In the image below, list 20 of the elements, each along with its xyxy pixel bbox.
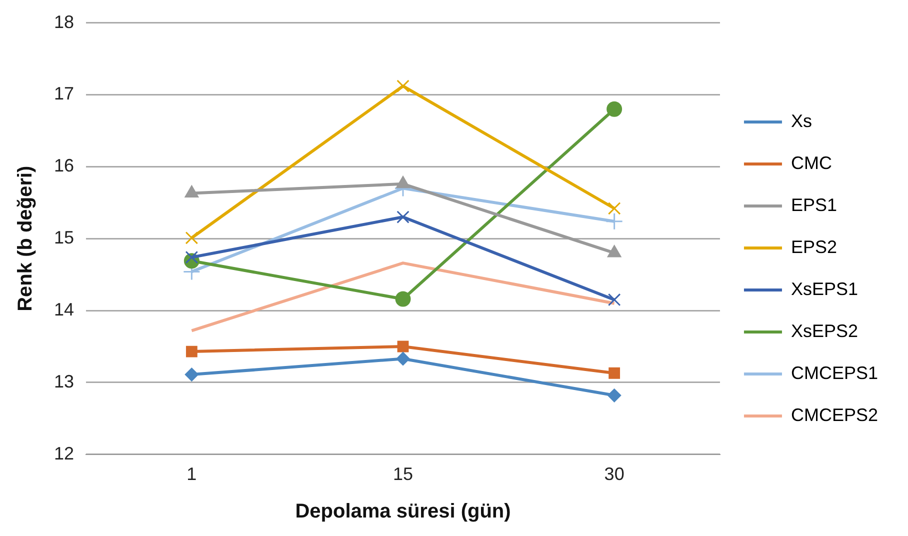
x-tick-label: 1 — [186, 464, 197, 484]
legend-label: EPS2 — [790, 236, 838, 257]
y-tick-label: 12 — [54, 443, 74, 464]
y-tick-label: 14 — [54, 300, 74, 320]
legend-label: CMCEPS1 — [790, 362, 878, 383]
y-tick-label: 13 — [54, 371, 74, 392]
x-tick-label: 30 — [604, 464, 624, 484]
y-tick-label: 15 — [54, 228, 74, 248]
legend-label: XsEPS2 — [790, 320, 858, 341]
legend-label: CMCEPS2 — [790, 404, 878, 425]
legend-label: CMC — [790, 152, 832, 173]
legend-label: EPS1 — [790, 194, 838, 215]
y-tick-label: 17 — [54, 84, 74, 104]
x-tick-label: 15 — [392, 464, 414, 484]
y-tick-label: 18 — [54, 12, 74, 32]
y-axis-title: Renk (b değeri) — [14, 166, 37, 312]
legend-label: XsEPS1 — [790, 278, 858, 299]
x-axis-title: Depolama süresi (gün) — [295, 500, 511, 523]
y-tick-label: 16 — [54, 156, 74, 176]
legend-label: Xs — [790, 110, 812, 131]
